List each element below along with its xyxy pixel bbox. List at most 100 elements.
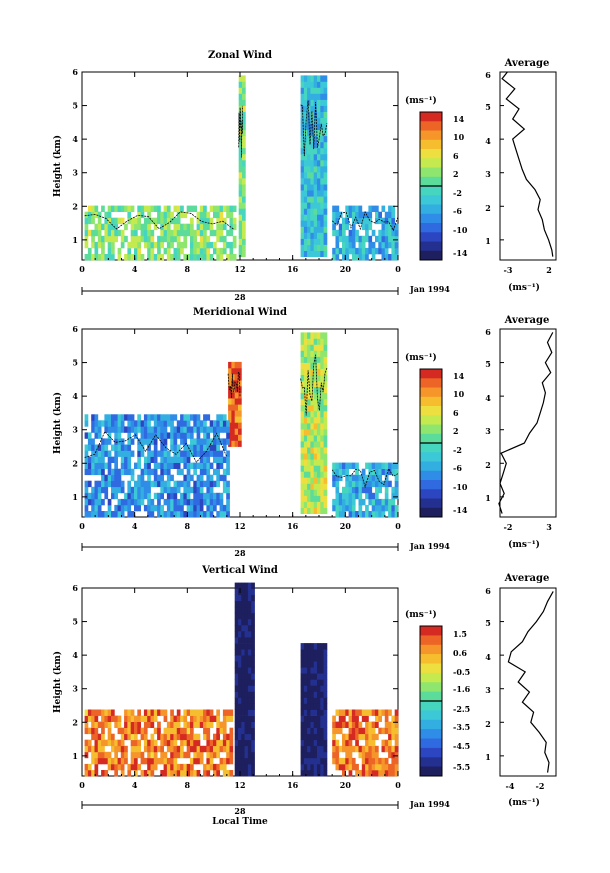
heatmap-cell [371,745,376,753]
heatmap-cell [84,414,89,421]
heatmap-cell [91,235,95,243]
heatmap-cell [323,244,328,251]
heatmap-cell [310,447,315,454]
heatmap-cell [375,498,379,506]
heatmap-cell [130,468,135,476]
heatmap-cell [127,247,132,255]
heatmap-cell [394,254,399,261]
heatmap-cell [219,492,224,500]
heatmap-cell [303,679,308,686]
heatmap-cell [238,361,242,369]
heatmap-cell [222,438,227,445]
heatmap-cell [196,450,201,457]
heatmap-cell [351,721,356,728]
heatmap-cell [310,380,315,388]
heatmap-cell [307,111,311,118]
heatmap-cell [234,410,239,417]
heatmap-cell [313,368,318,375]
heatmap-cell [199,450,204,457]
heatmap-cell [190,721,194,728]
heatmap-cell [104,486,109,494]
heatmap-cell [101,733,105,741]
heatmap-cell [365,739,369,747]
heatmap-cell [320,757,324,765]
heatmap-cell [120,727,125,735]
heatmap-cell [351,480,356,488]
colorbar-swatch [420,406,442,416]
heatmap-cell [170,420,174,427]
heatmap-cell [183,223,188,231]
heatmap-cell [137,727,141,735]
heatmap-cell [87,498,92,506]
heatmap-cell [310,477,315,484]
y-tick-label: 1 [72,751,78,761]
heatmap-cell [134,715,138,722]
heatmap-cell [160,456,164,463]
heatmap-cell [303,350,308,357]
heatmap-cell [193,511,197,518]
heatmap-cell [310,673,315,680]
heatmap-cell [381,229,386,237]
heatmap-cell [251,691,255,698]
heatmap-cell [137,456,141,463]
heatmap-cell [120,739,125,747]
heatmap-cell [176,763,181,771]
heatmap-cell [335,757,340,765]
heatmap-cell [120,745,125,753]
heatmap-cell [313,471,318,478]
meridional-cbar-tick: 14 [453,371,465,381]
heatmap-cell [320,697,324,704]
heatmap-cell [180,745,184,753]
heatmap-cell [342,770,346,777]
heatmap-cell [114,235,118,243]
heatmap-cell [238,600,242,608]
heatmap-cell [313,465,318,472]
heatmap-cell [381,498,386,506]
heatmap-cell [193,715,197,722]
heatmap-cell [134,247,138,255]
heatmap-cell [234,751,239,759]
heatmap-cell [170,751,174,759]
heatmap-cell [300,435,305,442]
heatmap-cell [345,235,349,243]
heatmap-cell [206,254,211,261]
heatmap-cell [317,87,321,94]
heatmap-cell [238,178,243,185]
heatmap-cell [303,380,308,388]
heatmap-cell [183,420,188,427]
heatmap-cell [307,757,311,765]
heatmap-cell [391,733,396,741]
heatmap-cell [313,495,318,502]
heatmap-cell [323,380,328,388]
heatmap-cell [130,721,135,728]
heatmap-cell [391,745,396,753]
heatmap-cell [323,105,328,112]
colorbar-swatch [420,232,442,242]
heatmap-cell [140,438,145,445]
heatmap-cell [111,223,115,231]
heatmap-cell [242,166,246,173]
heatmap-cell [323,471,328,478]
heatmap-cell [238,147,243,155]
heatmap-cell [238,208,243,215]
colorbar-swatch [420,250,442,261]
heatmap-cell [238,655,242,662]
heatmap-cell [317,368,321,375]
heatmap-cell [234,721,239,728]
heatmap-cell [391,721,396,728]
heatmap-cell [307,441,311,448]
heatmap-cell [226,745,230,753]
average-profile-line [507,591,554,773]
heatmap-cell [147,426,151,433]
heatmap-cell [317,160,321,167]
heatmap-cell [114,217,118,225]
heatmap-cell [313,398,318,406]
heatmap-cell [381,739,386,747]
heatmap-cell [381,480,386,488]
heatmap-cell [137,450,141,457]
heatmap-cell [150,205,155,212]
heatmap-cell [310,404,315,412]
heatmap-cell [222,426,227,433]
heatmap-cell [323,727,328,735]
